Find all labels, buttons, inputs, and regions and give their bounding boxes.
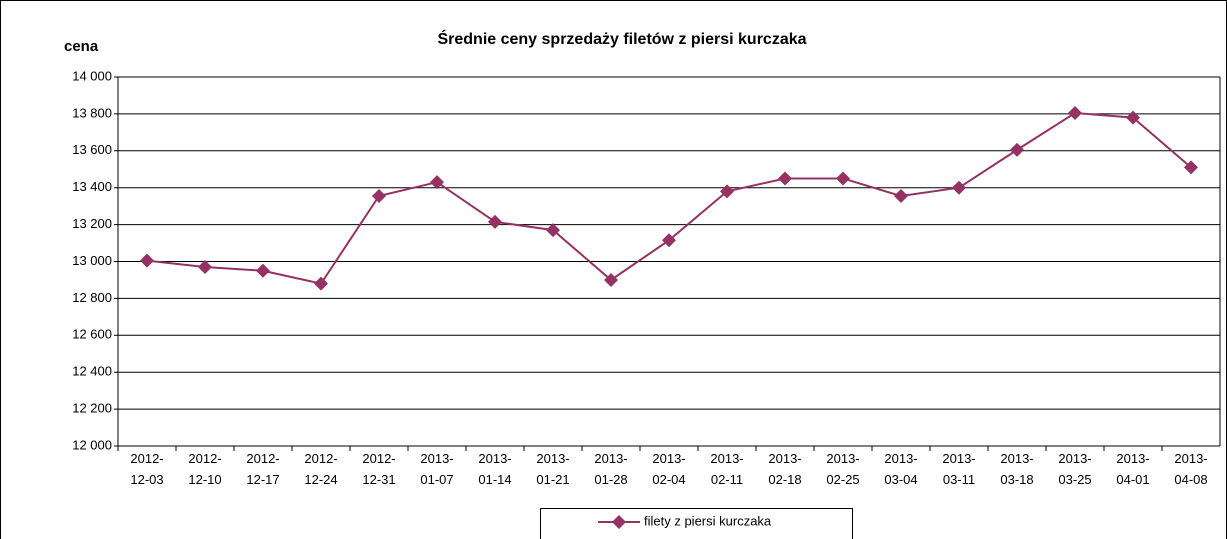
- y-tick-label: 12 200: [72, 401, 112, 416]
- x-tick-line: 02-11: [711, 472, 743, 487]
- x-tick-label: 2013- 02-18: [768, 451, 801, 487]
- data-point: [372, 189, 386, 204]
- x-tick-label: 2013- 04-08: [1174, 451, 1207, 487]
- data-point: [1010, 142, 1024, 157]
- x-tick-label: 2012- 12-31: [362, 451, 395, 487]
- y-tick-label: 12 800: [72, 290, 112, 305]
- x-tick-label: 2012- 12-10: [188, 451, 221, 487]
- x-tick-label: 2013- 02-25: [826, 451, 859, 487]
- x-tick-label: 2013- 03-04: [884, 451, 917, 487]
- y-tick-label: 12 600: [72, 327, 112, 342]
- x-tick-label: 2013- 03-25: [1058, 451, 1091, 487]
- x-tick-label: 2012- 12-24: [304, 451, 337, 487]
- x-tick-line: 01-28: [594, 472, 627, 487]
- x-tick-label: 2013- 01-14: [478, 451, 511, 487]
- data-point: [1184, 160, 1198, 175]
- x-tick-line: 12-31: [362, 472, 395, 487]
- data-point: [1068, 105, 1082, 120]
- data-point: [488, 214, 502, 229]
- x-tick-line: 2013-: [478, 451, 511, 466]
- x-tick-line: 12-10: [188, 472, 221, 487]
- y-tick-label: 13 000: [72, 253, 112, 268]
- x-tick-line: 2012-: [246, 451, 279, 466]
- data-point: [256, 263, 270, 278]
- data-point: [198, 260, 212, 275]
- x-tick-line: 2013-: [884, 451, 917, 466]
- x-tick-label: 2013- 03-11: [942, 451, 975, 487]
- x-tick-line: 03-25: [1058, 472, 1091, 487]
- x-tick-line: 12-17: [246, 472, 279, 487]
- y-tick-label: 14 000: [72, 68, 112, 83]
- x-tick-label: 2013- 04-01: [1116, 451, 1149, 487]
- x-tick-label: 2013- 02-04: [652, 451, 685, 487]
- x-tick-label: 2013- 01-07: [420, 451, 453, 487]
- x-tick-line: 01-21: [536, 472, 569, 487]
- data-point: [604, 272, 618, 287]
- x-tick-line: 03-04: [884, 472, 917, 487]
- x-tick-line: 2012-: [130, 451, 163, 466]
- y-tick-label: 12 000: [72, 437, 112, 452]
- x-tick-line: 2013-: [536, 451, 569, 466]
- x-tick-line: 2013-: [768, 451, 801, 466]
- y-axis-label: cena: [64, 38, 99, 55]
- x-tick-label: 2013- 02-11: [710, 451, 743, 487]
- x-tick-line: 2013-: [652, 451, 685, 466]
- data-point: [720, 184, 734, 199]
- data-point: [836, 171, 850, 186]
- x-tick-label: 2013- 01-28: [594, 451, 627, 487]
- x-tick-line: 01-14: [478, 472, 511, 487]
- data-point: [778, 171, 792, 186]
- x-tick-line: 12-24: [304, 472, 337, 487]
- x-tick-label: 2012- 12-03: [130, 451, 163, 487]
- legend-label: filety z piersi kurczaka: [644, 513, 772, 528]
- data-point: [430, 175, 444, 190]
- legend-box: [540, 508, 853, 539]
- x-tick-line: 2012-: [362, 451, 395, 466]
- y-tick-label: 13 800: [72, 105, 112, 120]
- x-tick-line: 02-25: [826, 472, 859, 487]
- chart-title: Średnie ceny sprzedaży filetów z piersi …: [437, 29, 806, 48]
- x-tick-line: 2013-: [1116, 451, 1149, 466]
- x-tick-line: 2013-: [826, 451, 859, 466]
- legend-marker: [612, 515, 626, 529]
- y-tick-label: 13 600: [72, 142, 112, 157]
- x-tick-label: 2013- 01-21: [536, 451, 569, 487]
- x-tick-line: 03-11: [943, 472, 975, 487]
- data-point: [1126, 110, 1140, 125]
- x-tick-line: 2013-: [1000, 451, 1033, 466]
- data-point: [662, 233, 676, 248]
- x-tick-line: 04-01: [1116, 472, 1149, 487]
- x-tick-line: 02-04: [652, 472, 685, 487]
- x-tick-line: 01-07: [420, 472, 453, 487]
- data-point: [894, 189, 908, 204]
- x-tick-line: 12-03: [130, 472, 163, 487]
- y-tick-label: 13 400: [72, 179, 112, 194]
- data-point: [140, 253, 154, 268]
- y-tick-label: 13 200: [72, 216, 112, 231]
- y-tick-label: 12 400: [72, 364, 112, 379]
- data-point: [314, 276, 328, 291]
- x-tick-line: 03-18: [1000, 472, 1033, 487]
- x-tick-line: 2012-: [304, 451, 337, 466]
- x-tick-label: 2012- 12-17: [246, 451, 279, 487]
- x-tick-line: 2013-: [594, 451, 627, 466]
- x-tick-line: 2013-: [420, 451, 453, 466]
- x-tick-line: 2013-: [942, 451, 975, 466]
- x-tick-label: 2013- 03-18: [1000, 451, 1033, 487]
- x-tick-line: 2013-: [710, 451, 743, 466]
- x-tick-line: 2013-: [1174, 451, 1207, 466]
- data-point: [952, 180, 966, 195]
- x-tick-line: 2013-: [1058, 451, 1091, 466]
- x-tick-line: 02-18: [768, 472, 801, 487]
- x-tick-line: 2012-: [188, 451, 221, 466]
- x-tick-line: 04-08: [1174, 472, 1207, 487]
- data-point: [546, 223, 560, 238]
